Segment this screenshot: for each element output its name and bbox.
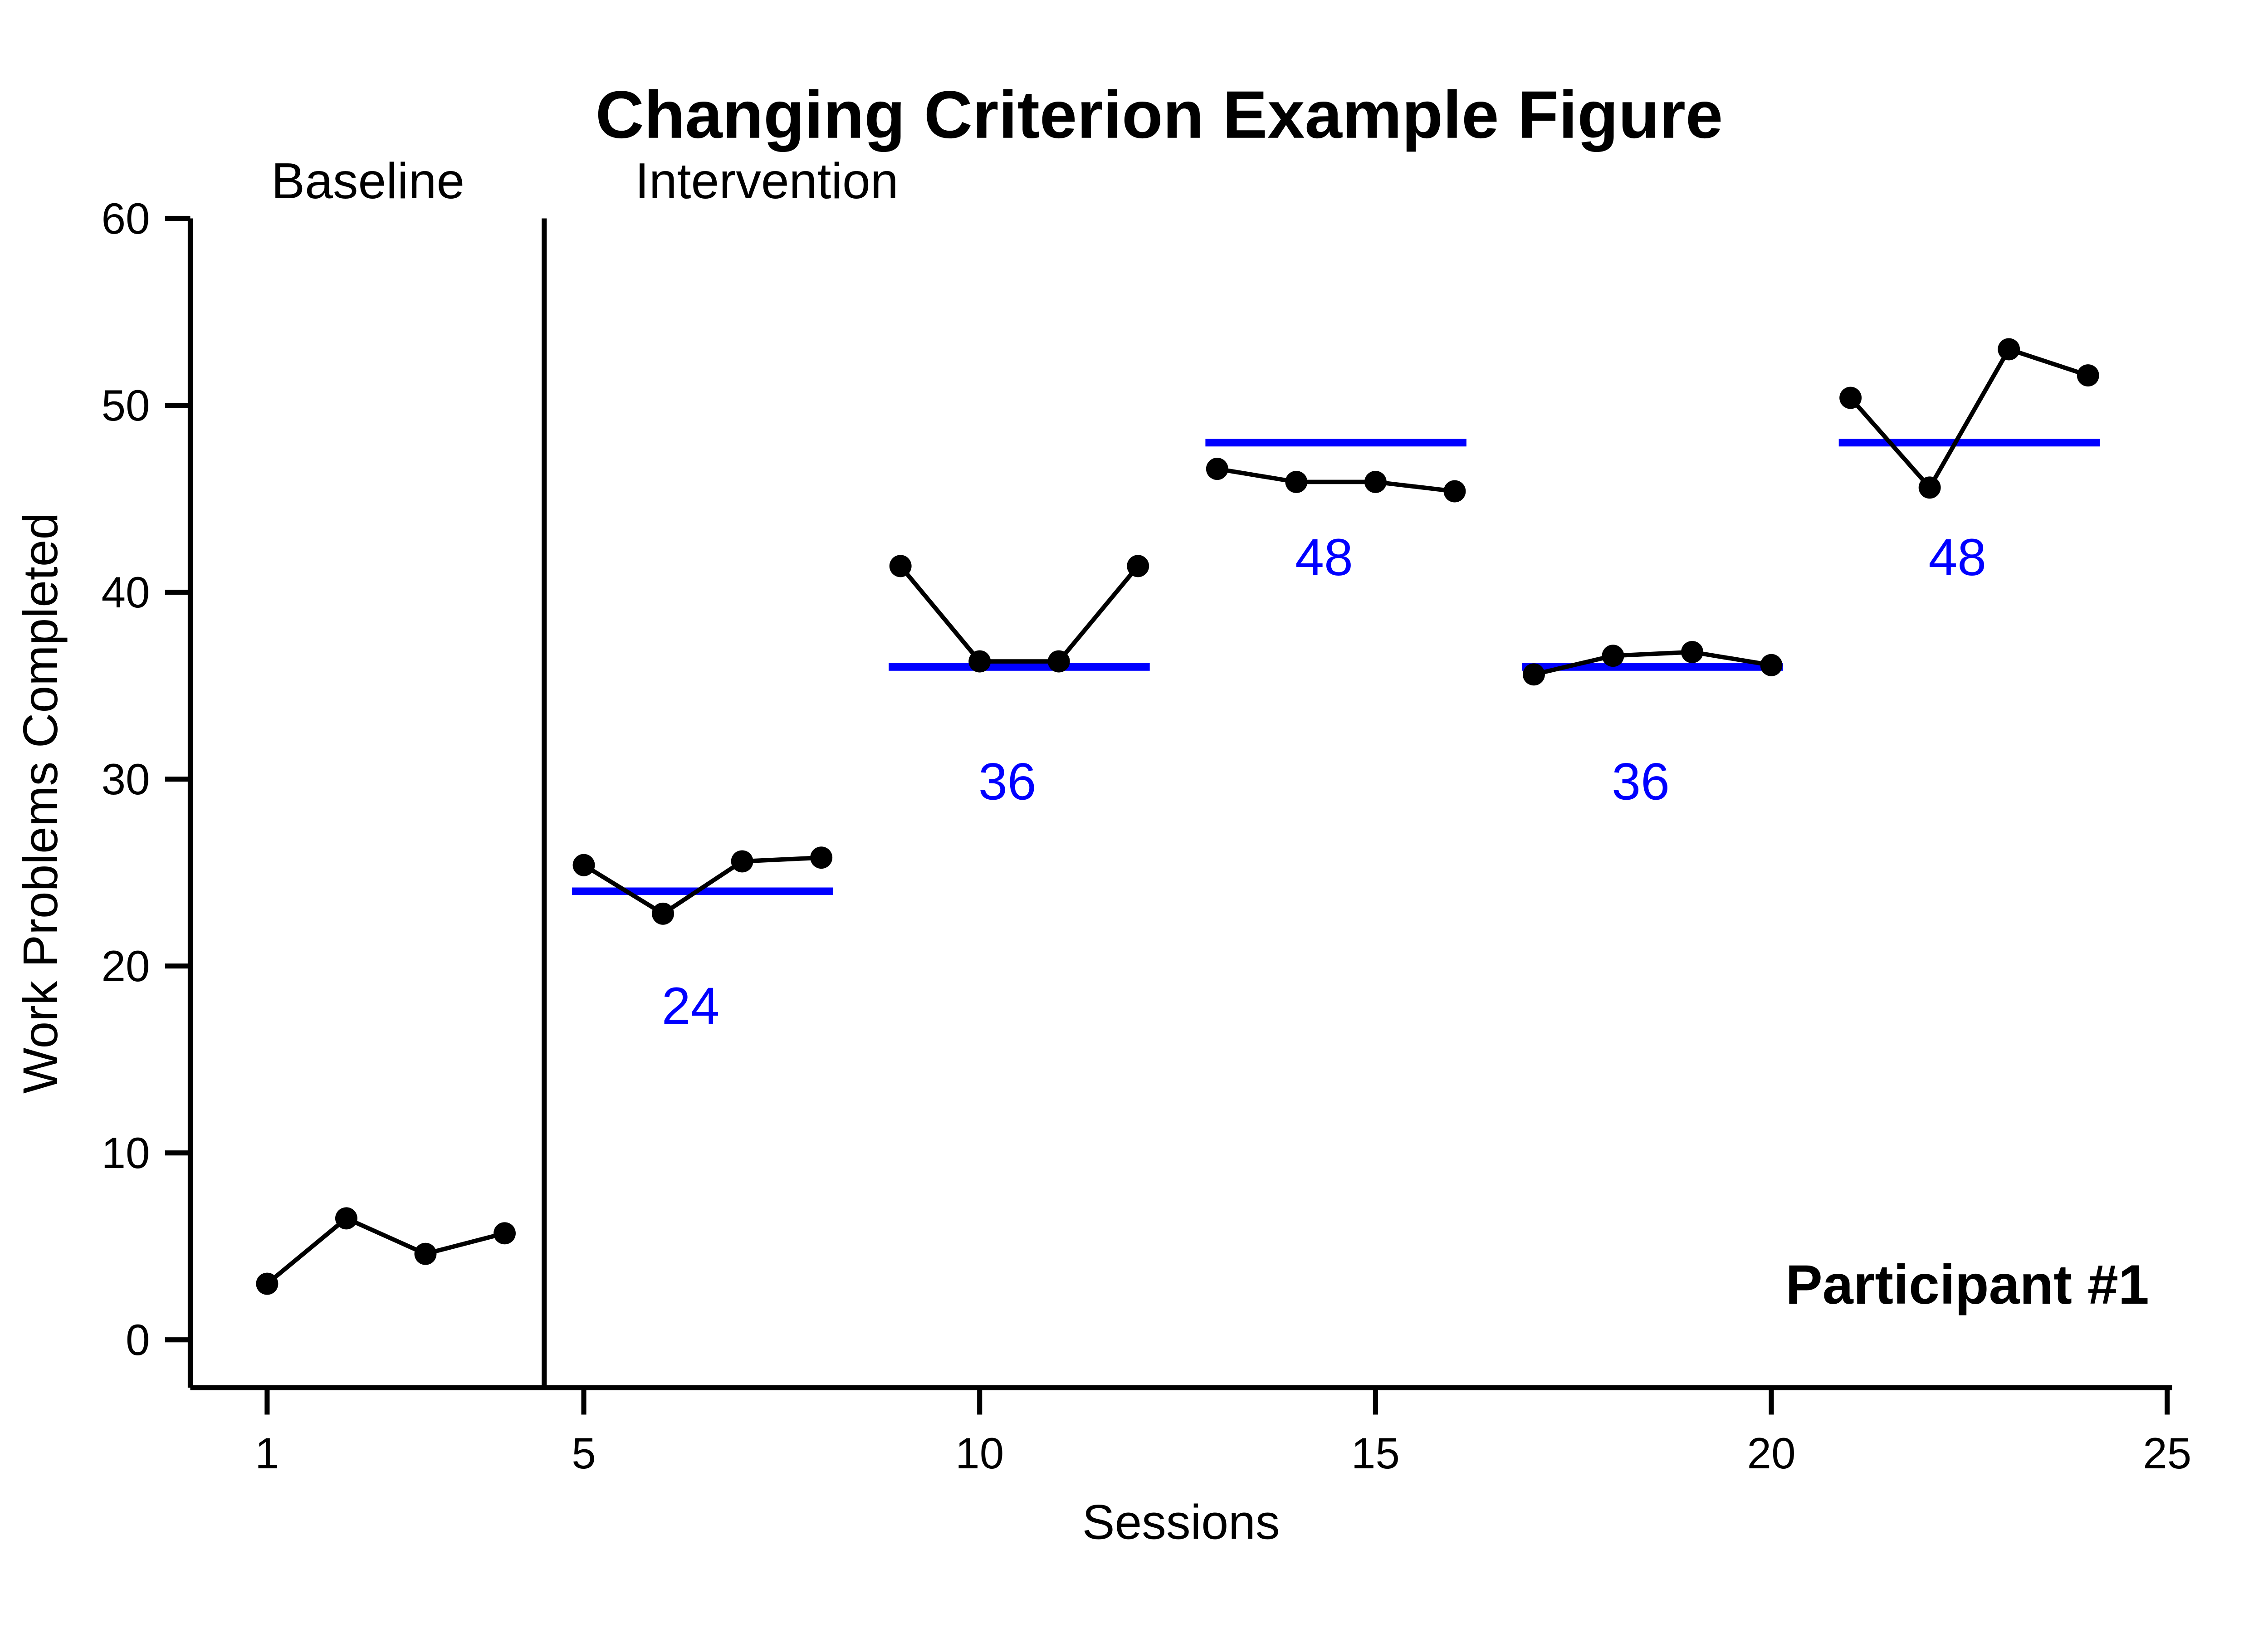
x-tick-label: 15 (1351, 1429, 1400, 1478)
data-point (1602, 645, 1624, 667)
data-point (810, 846, 833, 869)
chart-title: Changing Criterion Example Figure (596, 78, 1723, 152)
y-tick-label: 50 (101, 381, 150, 430)
baseline-phase-label: Baseline (271, 152, 464, 209)
y-tick-label: 30 (101, 755, 150, 804)
data-point (256, 1272, 279, 1295)
data-point (1364, 471, 1387, 493)
data-point (1285, 471, 1308, 493)
y-tick-label: 20 (101, 942, 150, 991)
y-tick-label: 60 (101, 195, 150, 243)
data-point (1760, 654, 1783, 676)
series-line (1849, 347, 2089, 492)
criterion-lines: 24 36 48 36 48 (572, 439, 2100, 1035)
data-point (1918, 476, 1941, 499)
data-point (889, 555, 912, 577)
data-point (494, 1222, 516, 1245)
data-point (968, 650, 991, 673)
data-point (1523, 663, 1545, 686)
data-point (1127, 555, 1149, 577)
y-tick-label: 10 (101, 1129, 150, 1178)
data-point (731, 850, 753, 873)
x-tick-label: 10 (955, 1429, 1004, 1478)
participant-label: Participant #1 (1785, 1253, 2149, 1315)
x-tick-label: 25 (2143, 1429, 2191, 1478)
series-line (582, 855, 821, 916)
data-point (1839, 386, 1862, 409)
criterion-label: 24 (662, 977, 720, 1035)
criterion-label: 36 (1612, 753, 1670, 811)
data-point (1443, 480, 1466, 503)
intervention-phase-label: Intervention (635, 152, 899, 209)
y-tick-label: 0 (126, 1316, 150, 1364)
criterion-label: 36 (978, 753, 1036, 811)
x-tick-label: 1 (255, 1429, 279, 1478)
series-line (265, 1216, 505, 1286)
data-point (652, 902, 675, 925)
series-line (1217, 466, 1455, 494)
data-series (256, 338, 2099, 1295)
data-point (2077, 364, 2099, 387)
x-axis-title: Sessions (1082, 1495, 1280, 1550)
y-tick-label: 40 (101, 568, 150, 617)
data-point (1998, 338, 2020, 361)
x-tick-label: 5 (572, 1429, 596, 1478)
data-point (414, 1242, 437, 1265)
series-line (899, 564, 1140, 664)
data-point (335, 1207, 357, 1230)
data-point (1047, 650, 1070, 673)
x-tick-label: 20 (1747, 1429, 1796, 1478)
data-point (572, 854, 595, 876)
series-line (1533, 650, 1772, 677)
criterion-label: 48 (1295, 528, 1353, 587)
data-point (1206, 458, 1228, 480)
y-axis-title: Work Problems Completed (13, 513, 68, 1094)
data-point (1681, 640, 1704, 663)
criterion-label: 48 (1928, 528, 1986, 587)
